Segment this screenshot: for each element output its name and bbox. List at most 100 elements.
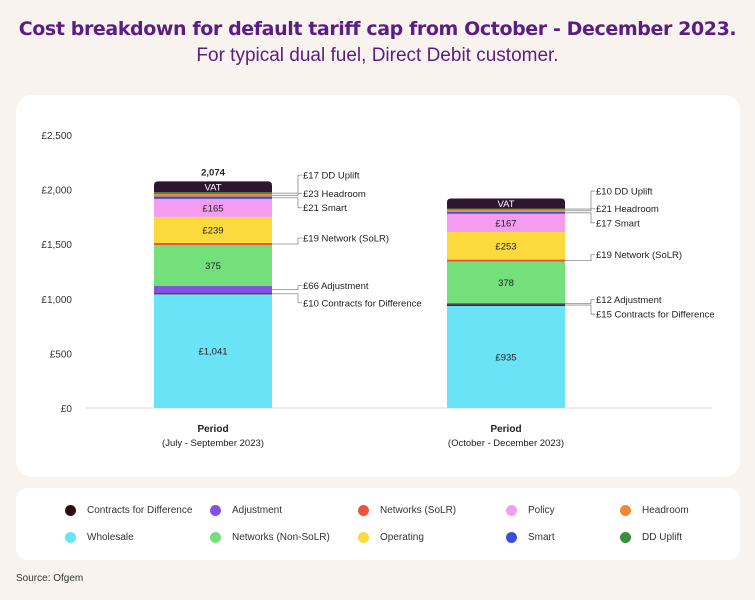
legend-swatch: [506, 505, 517, 516]
callout-label: £12 Adjustment: [596, 295, 662, 306]
bar-segment: [154, 216, 272, 243]
bar-segment: [447, 198, 565, 209]
bar-value-label: VAT: [497, 199, 514, 210]
callout-leader-line: [565, 299, 595, 305]
legend-swatch: [506, 532, 517, 543]
callout-label: £17 Smart: [596, 218, 640, 229]
bar-segment: [447, 213, 565, 232]
callout-label: £15 Contracts for Difference: [596, 310, 715, 321]
callout-leader-line: [565, 212, 595, 224]
y-tick-label: £2,000: [41, 186, 72, 197]
legend-swatch: [620, 532, 631, 543]
x-category-sublabel: (July - September 2023): [162, 438, 264, 449]
bar-value-label: 378: [498, 278, 514, 289]
legend-label: Smart: [528, 532, 555, 543]
legend: Contracts for Difference Adjustment Networ…: [16, 488, 740, 560]
callout-label: £17 DD Uplift: [303, 171, 360, 182]
bar-segment: [154, 198, 272, 217]
legend-item: Networks (SoLR): [358, 505, 456, 516]
bar-value-label: VAT: [204, 182, 221, 193]
bar-value-label: £239: [202, 225, 223, 236]
bar-segment: [154, 294, 272, 408]
legend-swatch: [358, 505, 369, 516]
bar-segment: [154, 245, 272, 287]
bar-value-label: £1,041: [198, 347, 227, 358]
x-category-label: Period: [490, 424, 521, 435]
bar-segment: [447, 209, 565, 212]
bar-segment: [447, 231, 565, 260]
x-category-sublabel: (October - December 2023): [448, 438, 564, 449]
bar-segment: [154, 181, 272, 193]
bar-segment: [447, 305, 565, 408]
bar-segment: [154, 286, 272, 294]
legend-label: Wholesale: [87, 532, 134, 543]
bar-segment: [447, 302, 565, 305]
callout-leader-line: [565, 208, 595, 212]
legend-label: Operating: [380, 532, 424, 543]
y-tick-label: £2,500: [41, 131, 72, 142]
callout-label: £10 DD Uplift: [596, 187, 653, 198]
x-category-label: Period: [197, 424, 228, 435]
legend-label: Networks (SoLR): [380, 505, 457, 516]
bar-value-label: £935: [495, 352, 516, 363]
y-tick-label: £1,000: [41, 295, 72, 306]
callout-leader-line: [565, 254, 595, 262]
legend-label: Headroom: [642, 505, 689, 516]
source-note: Source: Ofgem: [16, 573, 84, 584]
legend-swatch: [210, 505, 221, 516]
legend-item: DD Uplift: [620, 532, 682, 543]
callout-label: £19 Network (SoLR): [303, 234, 389, 245]
y-tick-label: £1,500: [41, 240, 72, 251]
callout-leader-line: [272, 285, 302, 291]
callout-leader-line: [272, 293, 302, 304]
legend-item: Contracts for Difference: [65, 505, 192, 516]
callout-leader-line: [272, 174, 302, 194]
callout-label: £19 Network (SoLR): [596, 250, 682, 261]
legend-label: Policy: [528, 505, 555, 516]
page-subtitle: For typical dual fuel, Direct Debit cust…: [196, 45, 559, 66]
callout-label: £10 Contracts for Difference: [303, 298, 422, 309]
callout-leader-line: [272, 192, 302, 196]
bar-total-label: 2,074: [201, 167, 225, 178]
legend-swatch: [65, 532, 76, 543]
legend-swatch: [65, 505, 76, 516]
legend-label: DD Uplift: [642, 532, 683, 543]
y-tick-label: £0: [61, 404, 73, 415]
legend-label: Adjustment: [232, 505, 283, 516]
callout-label: £21 Headroom: [596, 204, 659, 215]
callout-leader-line: [272, 197, 302, 209]
callout-leader-line: [565, 190, 595, 210]
legend-item: Smart: [506, 532, 555, 543]
bar-value-label: £253: [495, 241, 516, 252]
legend-swatch: [620, 505, 631, 516]
legend-item: Networks (Non-SoLR): [210, 532, 330, 543]
bar-segment: [447, 304, 565, 306]
callout-label: £66 Adjustment: [303, 281, 369, 292]
bar-segment: [447, 259, 565, 262]
bar-value-label: £167: [495, 218, 516, 229]
bar-segment: [447, 208, 565, 210]
bar-segment: [447, 261, 565, 303]
legend-swatch: [358, 532, 369, 543]
bar-segment: [154, 293, 272, 295]
bar-segment: [154, 192, 272, 195]
stacked-bar-chart: £0 £500 £1,000 £1,500 £2,000 £2,500 £1,041 375 £…: [41, 131, 715, 449]
callout-leader-line: [272, 237, 302, 245]
legend-item: Headroom: [620, 505, 689, 516]
bar-value-label: 375: [205, 261, 221, 272]
callout-leader-line: [565, 304, 595, 315]
y-tick-label: £500: [50, 349, 73, 360]
legend-item: Adjustment: [210, 505, 282, 516]
legend-swatch: [210, 532, 221, 543]
legend-label: Contracts for Difference: [87, 505, 193, 516]
legend-item: Operating: [358, 532, 424, 543]
page-title: Cost breakdown for default tariff cap fr…: [18, 18, 737, 40]
bar-segment: [154, 196, 272, 199]
bar-value-label: £165: [202, 203, 223, 214]
bar-segment: [154, 242, 272, 246]
callout-label: £23 Headroom: [303, 189, 366, 200]
legend-label: Networks (Non-SoLR): [232, 532, 330, 543]
legend-item: Policy: [506, 505, 555, 516]
chart-card: £0 £500 £1,000 £1,500 £2,000 £2,500 £1,041 375 £…: [16, 95, 740, 477]
bar-segment: [154, 194, 272, 197]
